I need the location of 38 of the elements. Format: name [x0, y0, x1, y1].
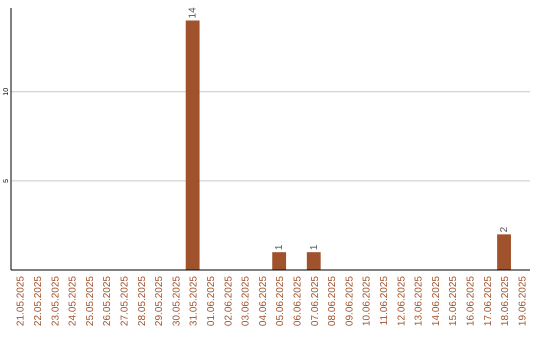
x-tick-label: 26.05.2025 — [102, 276, 114, 326]
x-tick-label: 05.06.2025 — [275, 276, 286, 326]
data-label: 1 — [274, 244, 286, 250]
x-tick-label: 31.05.2025 — [188, 276, 200, 326]
x-tick-label: 17.06.2025 — [482, 276, 494, 326]
bar — [272, 252, 286, 270]
x-tick-label: 19.06.2025 — [517, 276, 528, 326]
x-tick-label: 23.05.2025 — [50, 276, 62, 326]
x-tick-label: 07.06.2025 — [310, 276, 321, 326]
x-tick-label: 25.05.2025 — [84, 276, 96, 326]
x-tick-label: 18.06.2025 — [500, 276, 512, 326]
x-tick-label: 08.06.2025 — [327, 276, 338, 326]
x-tick-label: 16.06.2025 — [465, 276, 476, 326]
data-label: 2 — [499, 226, 510, 232]
x-tick-label: 03.06.2025 — [240, 276, 252, 326]
x-tick-label: 12.06.2025 — [396, 276, 408, 326]
data-label: 14 — [188, 6, 199, 18]
x-tick-label: 29.05.2025 — [154, 276, 166, 326]
bar — [186, 20, 200, 270]
bar — [497, 234, 511, 270]
x-tick-label: 11.06.2025 — [378, 276, 390, 326]
x-tick-label: 10.06.2025 — [362, 276, 373, 326]
x-tick-label: 22.05.2025 — [32, 276, 44, 326]
x-tick-label: 15.06.2025 — [448, 276, 460, 326]
x-tick-label: 02.06.2025 — [223, 276, 234, 326]
x-tick-label: 27.05.2025 — [119, 276, 130, 326]
x-tick-label: 24.05.2025 — [68, 276, 79, 326]
x-tick-label: 13.06.2025 — [414, 276, 425, 326]
x-tick-label: 01.06.2025 — [206, 276, 217, 326]
x-tick-label: 28.05.2025 — [136, 276, 148, 326]
x-tick-label: 14.06.2025 — [430, 276, 442, 326]
x-tick-label: 21.05.2025 — [16, 276, 27, 326]
x-tick-label: 09.06.2025 — [344, 276, 356, 326]
x-tick-label: 04.06.2025 — [258, 276, 269, 326]
bar — [306, 252, 321, 270]
x-tick-label: 06.06.2025 — [292, 276, 304, 326]
x-tick-label: 30.05.2025 — [171, 276, 182, 326]
data-label: 1 — [308, 244, 320, 250]
